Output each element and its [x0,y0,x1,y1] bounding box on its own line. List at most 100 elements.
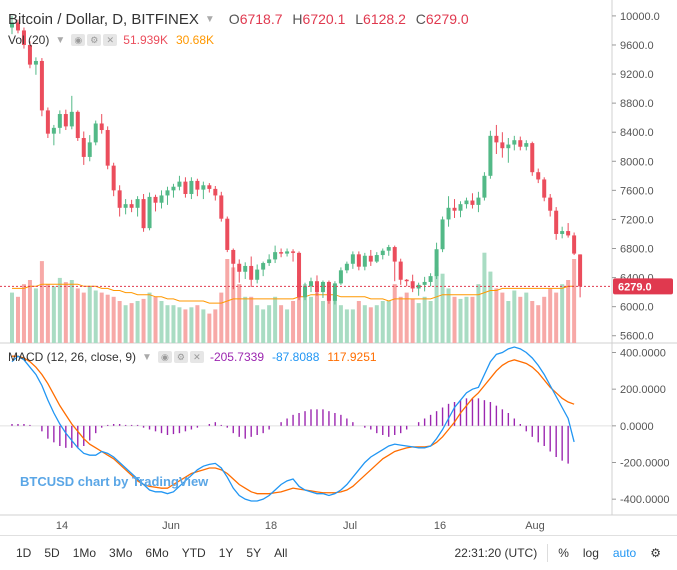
candle-body [422,281,427,285]
candle-body [147,196,152,229]
volume-bar [189,307,194,343]
settings-icon[interactable]: ⚙ [87,34,102,46]
candle-body [458,204,463,211]
candle-body [344,263,349,271]
candle-body [159,195,164,203]
volume-bar [506,301,511,343]
time-tick-label: Aug [525,520,545,532]
volume-bar [21,284,26,343]
volume-bar [548,288,553,343]
price-tick-label: 7200.0 [620,214,654,226]
timeframe-3mo[interactable]: 3Mo [109,546,133,560]
volume-bar [386,301,391,343]
timeframe-5y[interactable]: 5Y [246,546,262,560]
candle-body [195,180,200,190]
candle-body [572,235,577,254]
volume-bar [476,284,481,343]
last-price-label: 6279.0 [618,281,652,293]
volume-bar [398,296,403,343]
close-key: C [415,11,426,27]
macd-name[interactable]: MACD (12, 26, close, 9) [8,350,137,364]
volume-bar [566,280,571,343]
volume-bar [273,296,278,343]
chevron-down-icon[interactable]: ▼ [142,351,152,363]
time-tick-label: 14 [56,520,68,532]
candle-body [237,263,242,272]
candle-body [123,204,128,208]
timeframe-all[interactable]: All [274,546,288,560]
candle-body [482,175,487,198]
chart-svg[interactable]: 10000.0 9600.0 9200.0 8800.0 8400.0 8000.0 760… [0,0,677,535]
last-price-badge [613,278,673,295]
volume-bar [15,296,20,343]
candle-body [231,249,236,264]
volume-bar [117,301,122,343]
volume-bar [165,305,170,343]
candle-body [338,270,343,284]
ohlc-values: O6718.7 H6720.1 L6128.2 C6279.0 [223,11,469,27]
price-tick-label: 6800.0 [620,244,654,256]
time-tick-label: 16 [434,520,446,532]
percent-scale-toggle[interactable]: % [558,546,569,560]
time-tick-label: 18 [265,520,277,532]
visibility-icon[interactable]: ◉ [157,351,172,363]
candle-body [51,127,56,134]
volume-bar [512,290,517,343]
settings-icon[interactable]: ⚙ [173,351,188,363]
candle-body [566,231,571,236]
price-tick-label: 6000.0 [620,302,654,314]
chevron-down-icon[interactable]: ▼ [204,13,215,25]
volume-bar [291,301,296,343]
candle-body [171,186,176,191]
close-icon[interactable]: ✕ [189,351,204,363]
macd-tick-label: -400.0000 [620,494,670,506]
macd-signal-line [12,355,575,495]
timeframe-ytd[interactable]: YTD [181,546,206,560]
timeframe-5d[interactable]: 5D [44,546,60,560]
symbol-title[interactable]: Bitcoin / Dollar, D, BITFINEX [8,10,199,28]
auto-scale-toggle[interactable]: auto [612,546,637,560]
timeframe-1mo[interactable]: 1Mo [72,546,97,560]
candle-body [506,144,511,149]
log-scale-toggle[interactable]: log [582,546,599,560]
indicator-controls: ◉ ⚙ ✕ [157,351,204,363]
candle-body [368,255,373,262]
chart-header: Bitcoin / Dollar, D, BITFINEX ▼ O6718.7 … [0,6,469,32]
candle-body [273,252,278,260]
utc-clock[interactable]: 22:31:20 (UTC) [454,546,538,560]
timeframe-1y[interactable]: 1Y [218,546,234,560]
volume-bar [249,296,254,343]
volume-bar [452,296,457,343]
candle-body [201,185,206,190]
high-key: H [292,11,303,27]
volume-bar [303,284,308,343]
timeframe-6mo[interactable]: 6Mo [145,546,169,560]
volume-bar [536,305,541,343]
tradingview-watermark[interactable]: BTCUSD chart by TradingView [20,474,209,489]
volume-name[interactable]: Vol (20) [8,33,50,47]
visibility-icon[interactable]: ◉ [71,34,86,46]
candle-body [386,247,391,251]
price-tick-label: 9200.0 [620,69,654,81]
chevron-down-icon[interactable]: ▼ [55,34,66,46]
volume-bar [159,301,164,343]
volume-bar [440,273,445,343]
volume-bar [183,309,188,343]
timeframe-1d[interactable]: 1D [16,546,32,560]
gear-icon[interactable]: ⚙ [650,546,661,560]
volume-bar [344,309,349,343]
volume-bar [285,309,290,343]
toolbar-divider [547,544,549,562]
chart-area[interactable]: 10000.0 9600.0 9200.0 8800.0 8400.0 8000.0 760… [0,0,677,535]
volume-bar [135,301,140,343]
close-icon[interactable]: ✕ [103,34,118,46]
candle-body [57,114,62,128]
open-key: O [228,11,240,27]
volume-bar [494,288,499,343]
candle-body [548,197,553,211]
candle-body [350,254,355,264]
volume-bar [27,280,32,343]
volume-bar [255,305,260,343]
volume-bar [219,292,224,343]
candle-body [279,252,284,254]
